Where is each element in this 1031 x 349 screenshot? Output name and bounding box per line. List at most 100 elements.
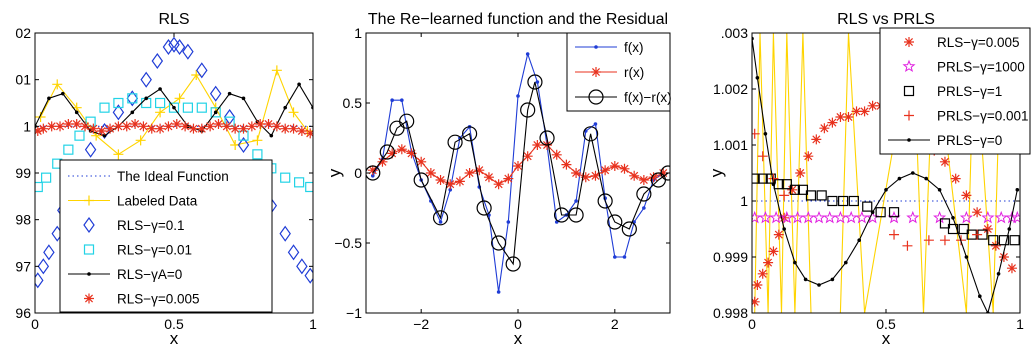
series-3-point (607, 214, 623, 230)
series-3-point (843, 112, 854, 122)
series-5-point (269, 133, 274, 138)
series-3-point (413, 172, 429, 188)
series-3-point (491, 235, 507, 251)
legend-label: PRLS−γ=1000 (937, 60, 1025, 75)
legend-marker (594, 45, 598, 49)
series-4-point (63, 144, 74, 155)
series-6-point (246, 121, 257, 132)
series-2-point (551, 149, 562, 160)
series-3-point (37, 258, 50, 275)
series-6-point (305, 128, 313, 139)
legend-label: f(x)−r(x) (624, 90, 672, 105)
series-2-point (561, 159, 572, 170)
series-7-point (870, 210, 875, 214)
series-2-point (174, 93, 185, 104)
series-7-point (924, 176, 928, 181)
chart-title: The Re−learned function and the Residual (368, 11, 668, 28)
legend-marker (87, 272, 91, 276)
series-6-point (55, 121, 66, 132)
series-3-point (527, 74, 543, 90)
series-3-point (867, 100, 878, 111)
series-1-point (516, 94, 520, 98)
series-5-point (74, 110, 79, 115)
series-5-point (130, 110, 135, 115)
series-3-point (803, 151, 814, 162)
series-2-point (416, 156, 427, 167)
series-2-point (252, 135, 263, 146)
series-6-point (757, 151, 768, 162)
series-7-point (1015, 188, 1020, 192)
x-tick-label: 1 (1016, 316, 1024, 332)
series-2-point (288, 107, 299, 118)
series-2-point (619, 163, 630, 174)
x-tick-label: 0.5 (876, 316, 896, 332)
series-3-point (162, 38, 175, 56)
series-6-point (146, 123, 157, 134)
series-7-point (1007, 227, 1012, 231)
series-2-point (406, 148, 417, 159)
legend: RLS−γ=0.005 PRLS−γ=1000 PRLS−γ=1 PRLS−γ=0.0… (879, 27, 1031, 155)
series-2-point (522, 151, 533, 162)
series-1-point (535, 80, 540, 84)
series-5-point (888, 207, 900, 218)
y-tick-label: −1 (346, 305, 362, 321)
series-3-point (811, 134, 822, 145)
series-2-point (600, 165, 611, 176)
series-7-point (951, 216, 955, 220)
legend-label: f(x) (624, 40, 644, 55)
x-tick-label: −2 (413, 316, 429, 332)
series-6-point (171, 119, 182, 129)
series-1-point (574, 199, 578, 203)
y-tick-label: 97 (15, 258, 31, 274)
series-5-point (875, 207, 886, 218)
series-7-point (937, 188, 942, 192)
series-7-point (911, 171, 915, 175)
series-4-point (182, 102, 193, 113)
series-3-point (859, 106, 870, 117)
series-2-point (580, 172, 591, 183)
series-7-point (884, 188, 888, 192)
series-7-point (897, 176, 902, 181)
legend-marker (83, 244, 95, 255)
x-tick-label: 0.5 (164, 316, 184, 332)
series-7-point (793, 260, 797, 265)
legend-label: RLS−γ=0.005 (937, 35, 1020, 50)
series-1-point (400, 98, 404, 102)
series-4-point (906, 210, 920, 224)
series-6-point (205, 121, 216, 132)
series-3-point (795, 168, 806, 178)
series-6-point (46, 121, 57, 132)
series-6-point (63, 119, 74, 129)
series-7-point (857, 238, 861, 242)
legend-marker (83, 216, 95, 234)
series-4-point (252, 149, 263, 160)
series-2-point (658, 168, 669, 178)
series-2-point (609, 161, 620, 171)
series-4-point (790, 210, 805, 224)
series-2-point (155, 107, 166, 118)
series-group (35, 36, 313, 289)
series-3-point (43, 244, 55, 261)
series-2-point (629, 170, 640, 181)
series-5-point (61, 91, 65, 96)
series-4-point (758, 210, 772, 224)
legend-label: The Ideal Function (117, 169, 229, 184)
series-5-point (988, 235, 999, 246)
series-5-point (297, 82, 301, 87)
series-4-point (41, 172, 52, 183)
series-6-point (71, 119, 82, 129)
x-axis-label: x (514, 329, 523, 348)
series-6-point (238, 123, 249, 134)
series-4-point (196, 102, 207, 113)
series-3-point (287, 244, 300, 261)
chart-title: RLS vs PRLS (837, 11, 935, 28)
legend: The Ideal Function Labeled Data RLS−γ=0.1 R… (59, 159, 273, 313)
series-3-point (151, 52, 164, 70)
series-6-point (972, 229, 983, 240)
series-3-point (505, 256, 521, 272)
series-2-point (135, 135, 146, 146)
series-4-point (1010, 210, 1020, 224)
y-tick-label: 1.001 (713, 137, 748, 153)
y-tick-label: 0.5 (343, 95, 363, 111)
